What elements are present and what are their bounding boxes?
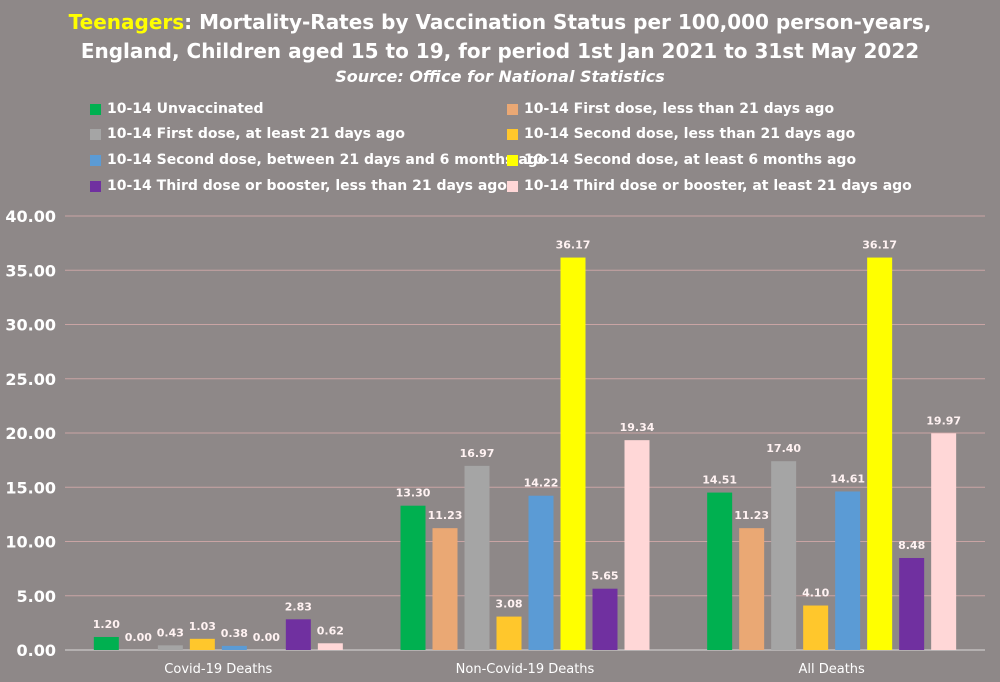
legend-item: 10-14 Second dose, between 21 days and 6… bbox=[90, 152, 547, 168]
data-label: 5.65 bbox=[591, 570, 618, 583]
bar bbox=[221, 645, 247, 650]
chart-title-line-2: England, Children aged 15 to 19, for per… bbox=[80, 39, 920, 63]
data-label: 11.23 bbox=[734, 509, 769, 522]
legend-swatch bbox=[90, 103, 101, 115]
chart-title-rest: : Mortality-Rates by Vaccination Status … bbox=[184, 10, 932, 34]
legend-item: 10-14 Third dose or booster, at least 21… bbox=[507, 178, 912, 194]
legend-label: 10-14 First dose, at least 21 days ago bbox=[107, 126, 405, 142]
chart-title-line-1: Teenagers: Mortality-Rates by Vaccinatio… bbox=[0, 8, 1000, 37]
legend-label: 10-14 Unvaccinated bbox=[107, 101, 264, 117]
data-label: 8.48 bbox=[898, 539, 925, 552]
legend-item: 10-14 First dose, less than 21 days ago bbox=[507, 101, 834, 117]
bar bbox=[931, 433, 957, 650]
legend-item: 10-14 Third dose or booster, less than 2… bbox=[90, 178, 507, 194]
bar bbox=[189, 638, 215, 650]
bar bbox=[464, 465, 490, 650]
bar bbox=[93, 636, 119, 650]
data-label: 0.00 bbox=[125, 631, 152, 644]
data-label: 36.17 bbox=[862, 239, 897, 252]
bar bbox=[528, 495, 554, 650]
y-tick-label: 0.00 bbox=[17, 641, 56, 660]
y-tick-label: 30.00 bbox=[5, 316, 56, 335]
data-label: 0.62 bbox=[317, 624, 344, 637]
data-label: 14.51 bbox=[702, 474, 737, 487]
data-label: 11.23 bbox=[428, 509, 463, 522]
data-label: 19.34 bbox=[620, 421, 655, 434]
legend-label: 10-14 Second dose, less than 21 days ago bbox=[524, 126, 856, 142]
data-label: 4.10 bbox=[802, 587, 829, 600]
legend-label: 10-14 First dose, less than 21 days ago bbox=[524, 101, 835, 117]
legend-item: 10-14 Second dose, at least 6 months ago bbox=[507, 152, 856, 168]
bar bbox=[899, 557, 925, 650]
bar bbox=[560, 257, 586, 650]
legend-label: 10-14 Second dose, at least 6 months ago bbox=[524, 152, 857, 168]
bar bbox=[835, 491, 861, 650]
legend-item: 10-14 First dose, at least 21 days ago bbox=[90, 126, 405, 142]
bar bbox=[400, 505, 426, 650]
bar bbox=[771, 461, 797, 650]
y-tick-label: 25.00 bbox=[5, 370, 56, 389]
bar bbox=[624, 440, 650, 650]
bar bbox=[707, 492, 733, 650]
bar bbox=[592, 588, 618, 650]
legend-swatch bbox=[507, 103, 518, 115]
bar bbox=[867, 257, 893, 650]
data-label: 17.40 bbox=[766, 442, 801, 455]
legend-swatch bbox=[507, 128, 518, 140]
y-tick-label: 5.00 bbox=[17, 587, 56, 606]
data-label: 0.38 bbox=[221, 627, 248, 640]
bar bbox=[432, 528, 458, 650]
x-category-label: All Deaths bbox=[798, 662, 865, 677]
bar bbox=[803, 605, 829, 650]
data-label: 16.97 bbox=[460, 447, 495, 460]
legend-swatch bbox=[90, 128, 101, 140]
data-label: 1.03 bbox=[189, 620, 216, 633]
y-tick-label: 10.00 bbox=[5, 533, 56, 552]
y-tick-label: 40.00 bbox=[5, 207, 56, 226]
x-category-label: Covid-19 Deaths bbox=[164, 662, 272, 677]
y-tick-label: 15.00 bbox=[5, 478, 56, 497]
data-label: 2.83 bbox=[285, 600, 312, 613]
y-tick-label: 20.00 bbox=[5, 424, 56, 443]
data-label: 14.22 bbox=[524, 477, 559, 490]
bar bbox=[739, 528, 765, 650]
legend-label: 10-14 Third dose or booster, at least 21… bbox=[524, 178, 912, 194]
legend-swatch bbox=[90, 180, 101, 192]
data-label: 14.61 bbox=[830, 472, 865, 485]
data-label: 13.30 bbox=[396, 487, 431, 500]
data-label: 0.00 bbox=[253, 631, 280, 644]
chart-legend: 10-14 Unvaccinated 10-14 First dose, less… bbox=[0, 0, 1000, 200]
data-label: 19.97 bbox=[926, 414, 961, 427]
legend-swatch bbox=[507, 180, 518, 192]
legend-swatch bbox=[507, 154, 518, 166]
legend-item: 10-14 Unvaccinated bbox=[90, 101, 264, 117]
chart-title-highlight: Teenagers bbox=[68, 10, 185, 34]
bar bbox=[317, 643, 343, 650]
data-label: 0.43 bbox=[157, 626, 184, 639]
bar bbox=[157, 645, 183, 650]
bar bbox=[496, 616, 522, 650]
legend-swatch bbox=[90, 154, 101, 166]
data-label: 1.20 bbox=[93, 618, 120, 631]
chart-source-subtitle: Source: Office for National Statistics bbox=[335, 67, 665, 86]
x-category-label: Non-Covid-19 Deaths bbox=[456, 662, 595, 677]
legend-label: 10-14 Second dose, between 21 days and 6… bbox=[107, 152, 548, 168]
bar bbox=[285, 619, 311, 650]
chart-title: Teenagers: Mortality-Rates by Vaccinatio… bbox=[0, 8, 1000, 66]
data-label: 36.17 bbox=[556, 239, 591, 252]
legend-item: 10-14 Second dose, less than 21 days ago bbox=[507, 126, 855, 142]
y-tick-label: 35.00 bbox=[5, 261, 56, 280]
legend-label: 10-14 Third dose or booster, less than 2… bbox=[107, 178, 507, 194]
data-label: 3.08 bbox=[495, 598, 522, 611]
